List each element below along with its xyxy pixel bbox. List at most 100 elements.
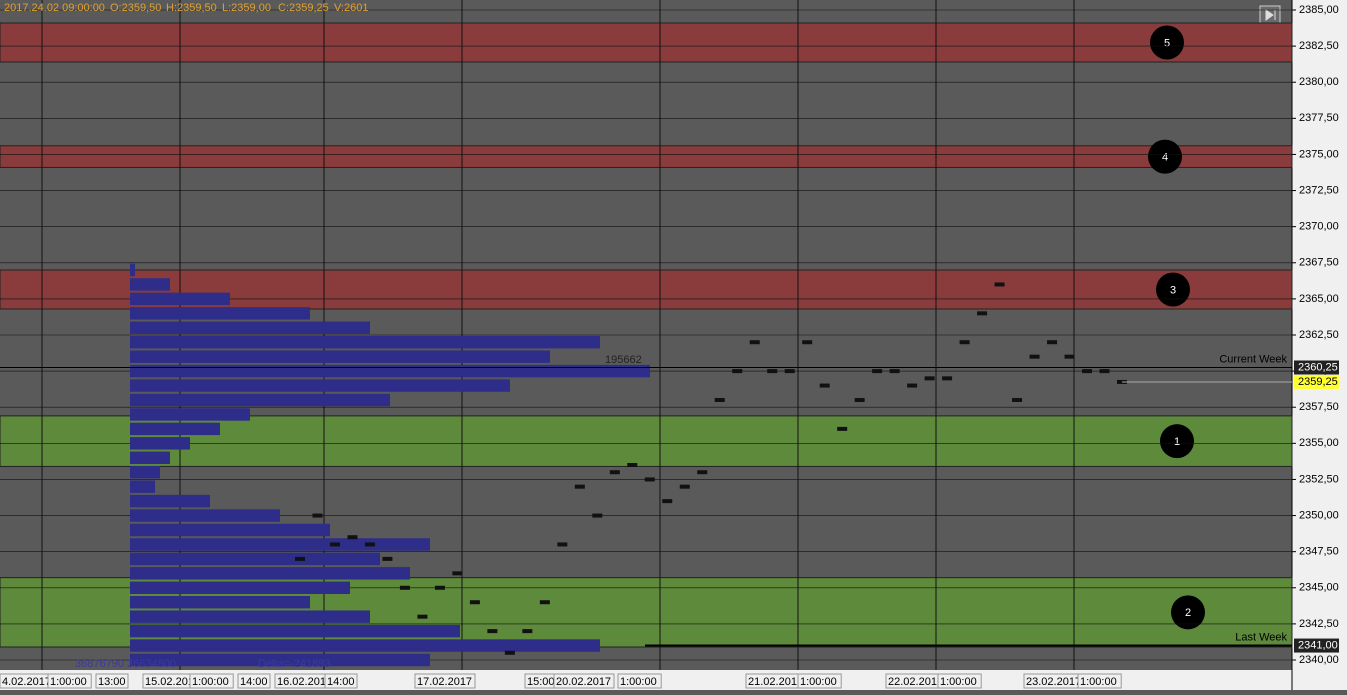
price-bar	[1099, 369, 1110, 374]
price-bar	[959, 340, 970, 345]
price-bar	[924, 376, 935, 381]
x-label-box	[324, 673, 358, 689]
header-item: V:2601	[334, 2, 368, 14]
price-bar	[557, 542, 568, 547]
header-item: 2017.24.02 09:00:00	[4, 2, 105, 14]
profile-bar	[130, 538, 430, 551]
last-price-label: 2359,25	[1298, 376, 1338, 388]
zone-label: 3	[1170, 284, 1176, 296]
zone-badge	[1160, 424, 1194, 459]
price-bar	[907, 383, 918, 388]
price-bar	[399, 585, 410, 590]
profile-bar	[130, 581, 350, 594]
price-bar	[417, 614, 428, 619]
profile-bar	[130, 379, 510, 392]
price-bar	[732, 369, 743, 374]
y-tick-label: 2377,50	[1299, 112, 1339, 124]
x-label-box	[47, 673, 92, 689]
profile-bar	[130, 624, 460, 638]
price-bar	[592, 513, 603, 518]
x-tick-label: 15:00	[527, 676, 555, 688]
price-bar	[329, 542, 340, 547]
price-bar	[312, 513, 323, 518]
x-label-box	[797, 673, 842, 689]
price-bar	[784, 369, 795, 374]
x-tick-label: 1:00:00	[1080, 676, 1117, 688]
x-tick-label: 17.02.2017	[417, 676, 472, 688]
profile-bar	[130, 307, 310, 320]
x-label-box	[237, 673, 271, 689]
last-price-tag	[1294, 374, 1339, 389]
y-tick-label: 2382,50	[1299, 40, 1339, 52]
annotation: Delta=-241893	[258, 658, 330, 670]
price-bar	[295, 556, 305, 561]
x-label-box	[189, 673, 234, 689]
zone-label: 1	[1174, 436, 1180, 448]
profile-bar	[130, 466, 160, 479]
profile-bar	[130, 552, 380, 566]
x-tick-label: 1:00:00	[50, 676, 87, 688]
profile-bar	[130, 422, 220, 436]
x-tick-label: 20.02.2017	[556, 676, 611, 688]
price-bar	[1064, 354, 1075, 359]
profile-bar	[130, 350, 550, 363]
profile-bar	[130, 639, 600, 652]
profile-bar	[130, 523, 330, 537]
y-tick-label: 2347,50	[1299, 546, 1339, 558]
zone-badge	[1148, 139, 1182, 174]
scroll-icon	[1265, 9, 1276, 21]
price-bar	[679, 484, 690, 489]
price-bar	[539, 600, 550, 605]
profile-bar	[130, 336, 600, 349]
x-tick-label: 1:00:00	[800, 676, 837, 688]
price-bar	[434, 585, 445, 590]
price-bar	[837, 426, 848, 431]
price-bar	[1082, 369, 1093, 374]
x-tick-label: 21.02.2017	[748, 676, 803, 688]
y-tick-label: 2362,50	[1299, 329, 1339, 341]
price-bar	[522, 629, 533, 634]
price-bar	[749, 340, 760, 345]
header-item: C:2359,25	[278, 2, 329, 14]
x-tick-label: 16.02.2017	[277, 676, 332, 688]
price-bar	[452, 571, 463, 576]
y-tick-label: 2350,00	[1299, 509, 1339, 521]
price-tag	[1294, 638, 1339, 653]
price-bar	[609, 470, 620, 475]
y-tick-label: 2385,00	[1299, 4, 1339, 16]
price-bar	[714, 398, 725, 402]
y-tick-label: 2367,50	[1299, 257, 1339, 269]
x-tick-label: 1:00:00	[192, 676, 229, 688]
x-tick-label: 22.02.2017	[888, 676, 943, 688]
price-bar	[504, 650, 515, 655]
x-tick-label: 14:00	[327, 676, 355, 688]
profile-bar	[130, 610, 370, 623]
profile-bar	[130, 480, 155, 493]
price-bar	[382, 556, 393, 561]
level-name: Last Week	[1235, 631, 1287, 643]
zone-label: 2	[1185, 607, 1191, 619]
y-tick-label: 2375,00	[1299, 148, 1339, 160]
y-tick-label: 2352,50	[1299, 473, 1339, 485]
y-tick-label: 2342,50	[1299, 618, 1339, 630]
price-bar	[1012, 398, 1023, 402]
price-bar	[487, 629, 498, 634]
x-label-box	[617, 673, 662, 689]
x-tick-label: 4.02.2017	[2, 676, 51, 688]
x-label-box	[414, 673, 476, 689]
x-label-box	[95, 673, 129, 689]
price-tag	[1294, 360, 1339, 375]
zone-badge	[1171, 595, 1205, 630]
y-tick-label: 2345,00	[1299, 582, 1339, 594]
price-bar	[644, 477, 655, 482]
profile-bar	[130, 292, 230, 306]
price-bar	[994, 282, 1005, 287]
zone	[0, 22, 1293, 63]
price-bar	[469, 600, 480, 605]
x-label-box	[937, 673, 982, 689]
zone-badge	[1156, 272, 1190, 307]
price-bar	[819, 383, 830, 388]
profile-bar	[130, 567, 410, 580]
profile-bar	[130, 509, 280, 522]
